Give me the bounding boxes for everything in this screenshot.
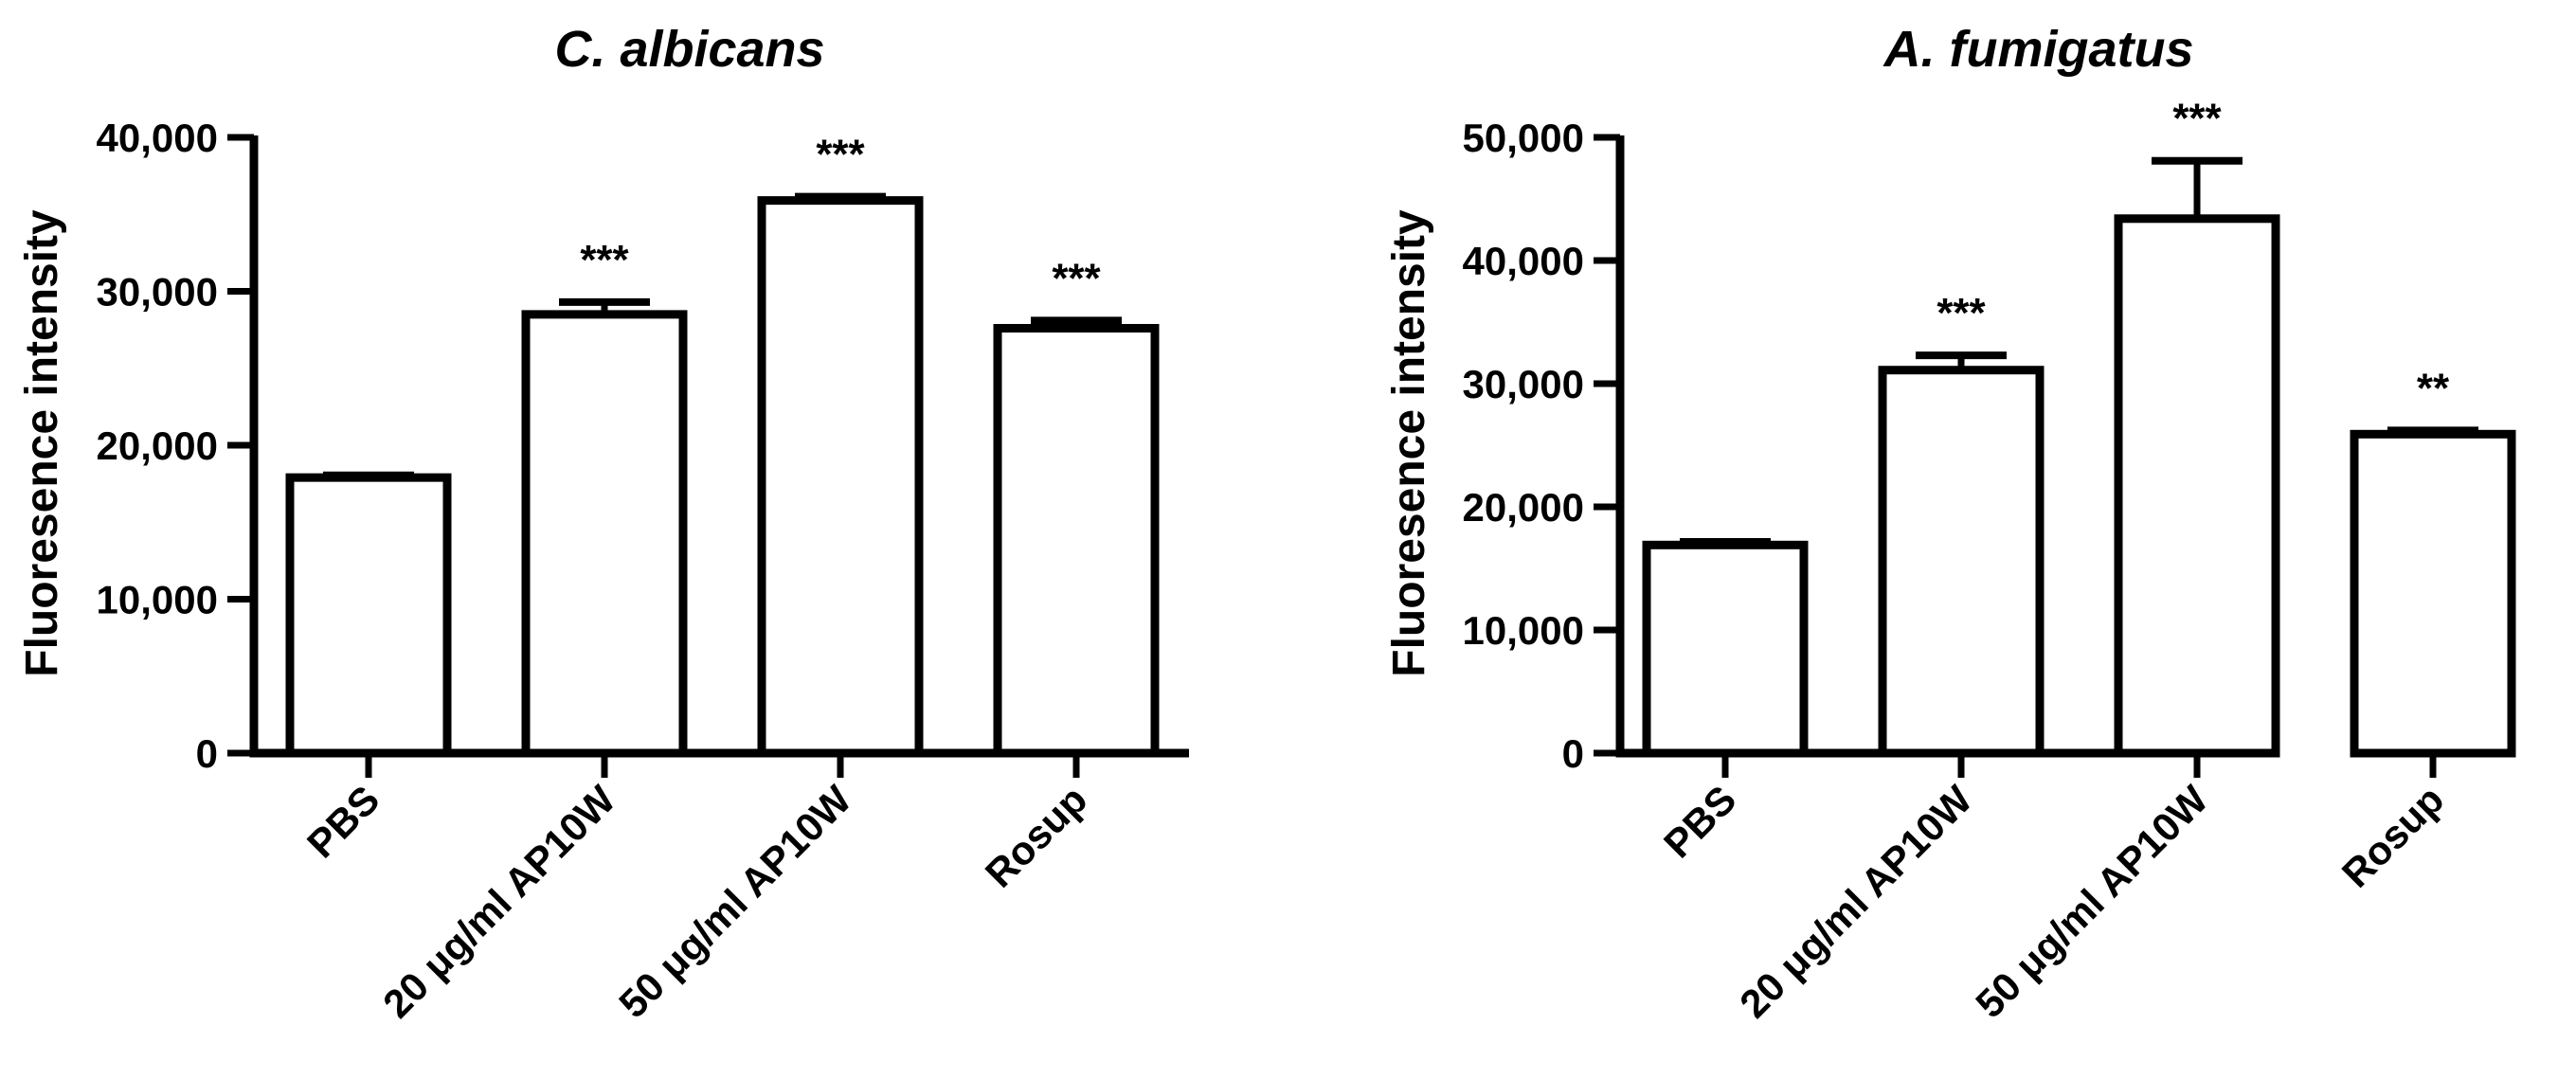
y-tick-label: 10,000 [97,578,218,622]
y-tick-label: 10,000 [1463,608,1584,653]
significance-label: *** [580,237,629,283]
y-tick-label: 50,000 [1463,116,1584,160]
bar [2114,214,2280,758]
bar [2350,429,2516,758]
chart-c-albicans: C. albicans Fluoresence intensity 0 10,00… [17,21,1189,1026]
y-axis-label: Fluoresence intensity [1384,209,1434,677]
significance-label: *** [2172,96,2222,142]
chart-a-fumigatus: A. fumigatus Fluoresence intensity 0 10,0… [1384,21,2516,1026]
significance-label: *** [1937,290,1986,336]
x-tick-label: Rosup [977,777,1096,896]
x-tick-label: PBS [298,777,387,866]
chart-title: A. fumigatus [1882,21,2193,78]
chart-title: C. albicans [554,21,824,78]
bar [1878,366,2045,758]
y-tick-label: 30,000 [1463,362,1584,406]
x-tick-label: 20 μg/ml AP10W [374,777,623,1026]
bar [993,324,1160,758]
significance-label: ** [2417,365,2450,411]
y-tick-label: 40,000 [1463,239,1584,283]
significance-label: *** [1052,255,1101,301]
y-tick-label: 20,000 [1463,485,1584,530]
x-tick-label: 20 μg/ml AP10W [1731,777,1980,1026]
y-tick-label: 30,000 [97,270,218,315]
bar [1642,540,1809,758]
x-tick-label: PBS [1655,777,1744,866]
x-tick-label: 50 μg/ml AP10W [1967,777,2216,1026]
y-tick-label: 0 [196,731,218,776]
bar [285,473,452,758]
bar [757,196,924,758]
significance-label: *** [816,132,865,178]
x-tick-label: 50 μg/ml AP10W [610,777,859,1026]
y-tick-label: 0 [1562,731,1584,776]
x-tick-label: Rosup [2333,777,2453,896]
bar [521,310,688,758]
y-tick-label: 20,000 [97,423,218,468]
y-tick-label: 40,000 [97,116,218,160]
y-axis-label: Fluoresence intensity [17,209,67,677]
